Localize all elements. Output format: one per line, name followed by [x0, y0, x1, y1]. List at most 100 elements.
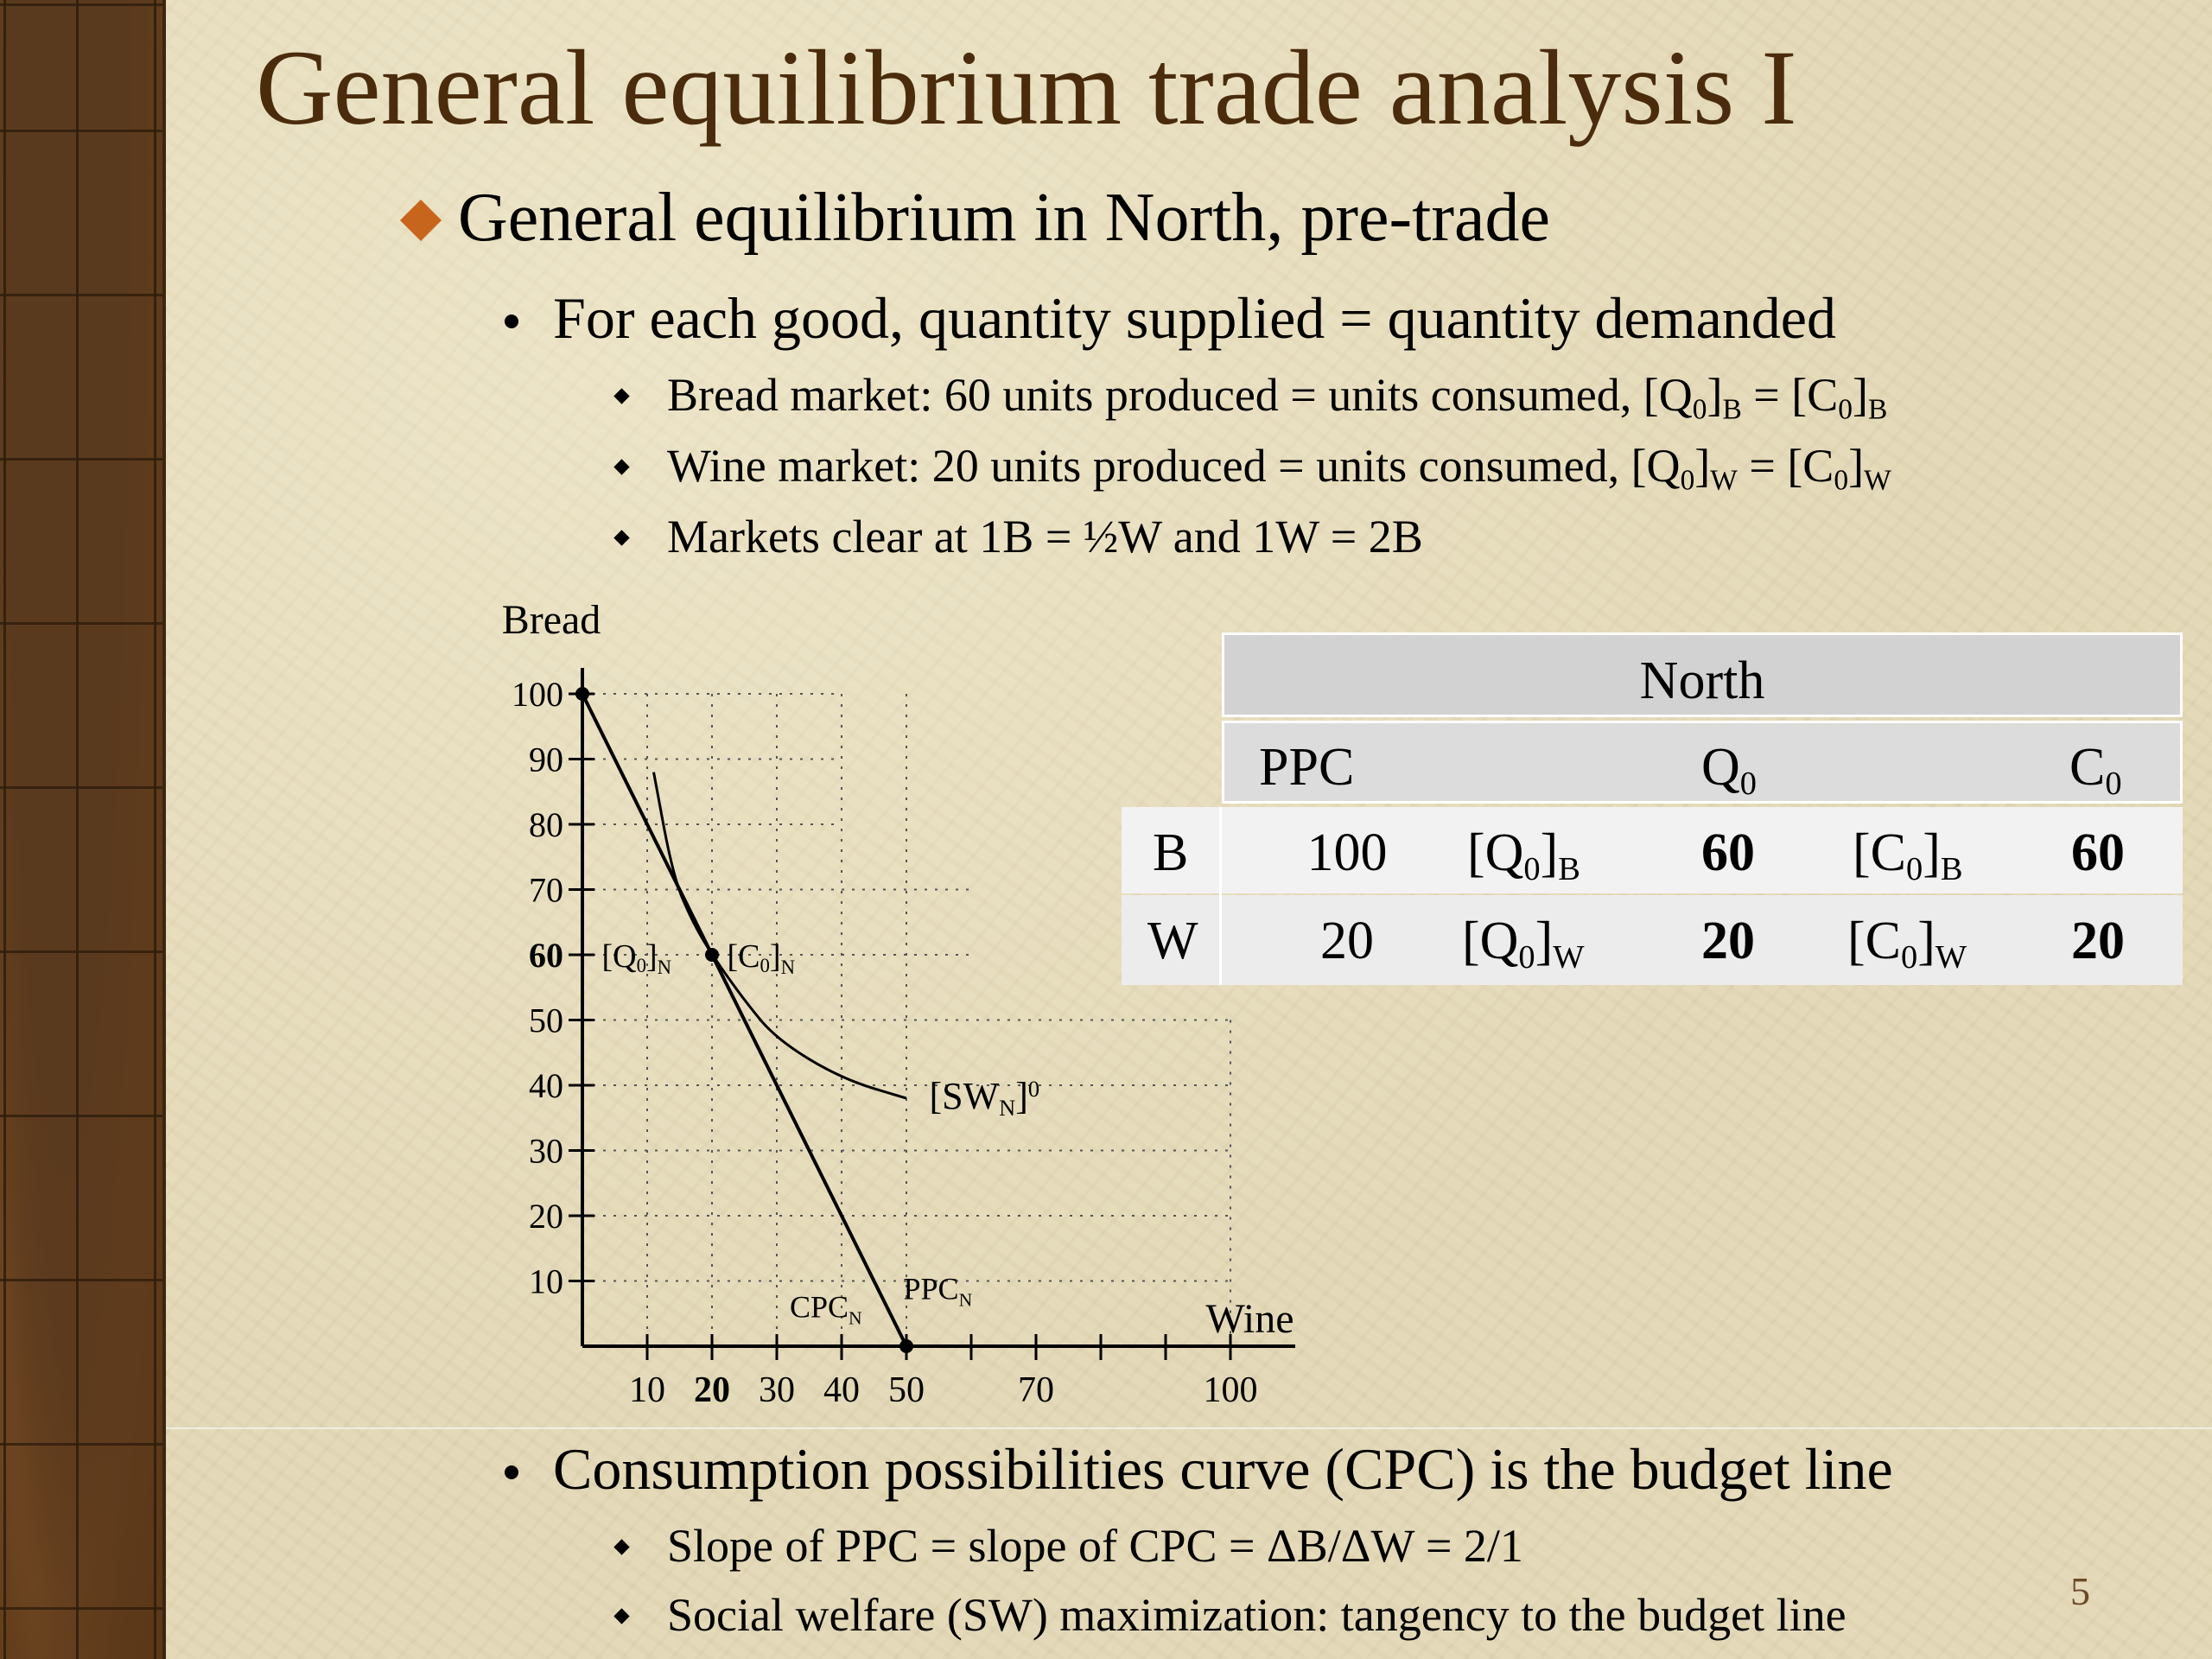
y-tick-label: 40	[529, 1066, 563, 1105]
subscript: W	[1710, 464, 1738, 497]
label-part: [SW	[930, 1075, 1000, 1117]
chart-point	[575, 687, 589, 701]
table-header-north: North	[1639, 652, 1765, 710]
cell-c-label-w: [C0]W	[1847, 912, 1967, 976]
sidebar-line	[154, 0, 156, 1659]
cell-q-value-w: 20	[1701, 912, 1755, 970]
label-part: ]	[770, 938, 781, 975]
eq-bracket: = [C	[1741, 369, 1839, 421]
sidebar-line	[0, 3, 162, 6]
subscript: 0	[1523, 850, 1541, 887]
bread-market-text: Bread market: 60 units produced = units …	[667, 369, 1643, 421]
decorative-sidebar	[0, 0, 166, 1659]
subscript: B	[1558, 850, 1580, 887]
sidebar-line	[0, 950, 162, 953]
wine-market-text: Wine market: 20 units produced = units c…	[667, 440, 1631, 492]
chart-point	[899, 1339, 913, 1353]
q-bracket: [Q	[1630, 440, 1681, 492]
table-row-w: W 20 [Q0]W 20 [C0]W 20	[1122, 895, 2183, 985]
subscript: B	[1867, 393, 1888, 426]
subscript: 0	[1901, 938, 1918, 976]
subscript: 0	[1739, 765, 1757, 802]
y-tick-label: 10	[529, 1262, 563, 1301]
wine-market-line: Wine market: 20 units produced = units c…	[667, 440, 1891, 497]
bullet-level2: Consumption possibilities curve (CPC) is…	[553, 1436, 1893, 1502]
col-q-label: Q	[1701, 738, 1740, 797]
cell-c-value-w: 20	[2071, 912, 2125, 970]
social-welfare-line: Social welfare (SW) maximization: tangen…	[667, 1589, 1847, 1641]
x-tick-label: 10	[629, 1370, 665, 1410]
c-bracket: [C	[1853, 823, 1906, 882]
sidebar-line	[0, 130, 162, 132]
x-axis-label: Wine	[1205, 1296, 1294, 1342]
ppc-cpc-line	[581, 693, 908, 1347]
chart-grid	[582, 693, 1231, 1346]
sidebar-line	[0, 1607, 162, 1610]
subscript: B	[1722, 393, 1742, 426]
col-header-q0: Q0	[1701, 737, 1757, 803]
subscript: B	[1940, 850, 1963, 887]
table-header-row: North	[1222, 632, 2183, 717]
label-part: N	[959, 1290, 973, 1311]
label-part: N	[781, 957, 795, 978]
q-bracket: [Q	[1462, 912, 1519, 970]
sw-indifference-curve	[652, 772, 907, 1100]
subscript: 0	[1692, 393, 1707, 426]
x-tick-label: 30	[759, 1370, 795, 1410]
ppc-chart: 10 20 30 40 50 60 70 80 90 100 10 20 30 40 50 70 100 Brea…	[502, 597, 1295, 1410]
label-part: 0	[760, 955, 770, 976]
table-col-divider	[1219, 807, 1222, 985]
c-bracket: [C	[1847, 912, 1901, 970]
q-bracket: [Q	[1643, 369, 1693, 421]
row-label-w: W	[1147, 912, 1198, 970]
label-part: CPC	[790, 1289, 849, 1324]
cell-q-label-w: [Q0]W	[1462, 912, 1585, 976]
x-tick-label: 20	[694, 1370, 730, 1410]
sidebar-line	[0, 1443, 162, 1446]
sidebar-line	[0, 1279, 162, 1281]
x-tick-label: 40	[823, 1370, 860, 1410]
bullet-dot-icon	[505, 1465, 518, 1479]
label-part: PPC	[904, 1272, 959, 1306]
bullet-level2: For each good, quantity supplied = quant…	[553, 285, 1836, 351]
subscript: 0	[1518, 938, 1535, 976]
y-tick-label: 100	[512, 675, 563, 714]
label-part: ]	[646, 938, 658, 975]
table-colhead-row: PPC Q0 C0	[1222, 721, 2183, 804]
sidebar-line	[0, 786, 162, 789]
label-part: 0	[1028, 1076, 1039, 1102]
col-header-ppc: PPC	[1259, 738, 1355, 797]
y-tick-label: 20	[529, 1197, 563, 1236]
cell-c-label-b: [C0]B	[1853, 823, 1963, 887]
subscript: 0	[1834, 464, 1849, 497]
subscript: 0	[1838, 393, 1853, 426]
cell-q-label-b: [Q0]B	[1467, 823, 1580, 887]
y-tick-label: 90	[529, 741, 563, 779]
chart-point	[705, 948, 719, 962]
c0-point-label: [C0]N	[728, 938, 796, 978]
slide-title: General equilibrium trade analysis I	[256, 29, 1797, 147]
x-tick-label: 50	[888, 1370, 925, 1410]
row-label-b: B	[1153, 823, 1189, 882]
label-part: [C	[728, 938, 760, 975]
sidebar-line	[76, 0, 79, 1659]
subscript: 0	[1680, 464, 1695, 497]
cell-ppc-b: 100	[1306, 823, 1388, 882]
label-part: N	[849, 1307, 862, 1328]
label-part: ]	[1015, 1075, 1028, 1117]
y-tick-label: 80	[529, 805, 563, 844]
sidebar-line	[0, 458, 162, 461]
sidebar-line	[0, 1115, 162, 1117]
sidebar-line	[3, 0, 6, 1659]
bullet-level1: General equilibrium in North, pre-trade	[458, 180, 1550, 256]
subscript: W	[1935, 938, 1967, 976]
page-number: 5	[2070, 1569, 2090, 1613]
sw-curve-label: [SWN]0	[930, 1075, 1040, 1121]
chart-axes: 10 20 30 40 50 60 70 80 90 100 10 20 30 40 50 70 100 Brea…	[502, 597, 1295, 1410]
table-row-b: B 100 [Q0]B 60 [C0]B 60	[1122, 807, 2183, 893]
cell-c-value-b: 60	[2071, 823, 2125, 882]
sidebar-line	[0, 622, 162, 625]
x-tick-label: 100	[1204, 1370, 1258, 1410]
subscript: W	[1864, 464, 1891, 497]
label-part: 0	[637, 955, 646, 976]
